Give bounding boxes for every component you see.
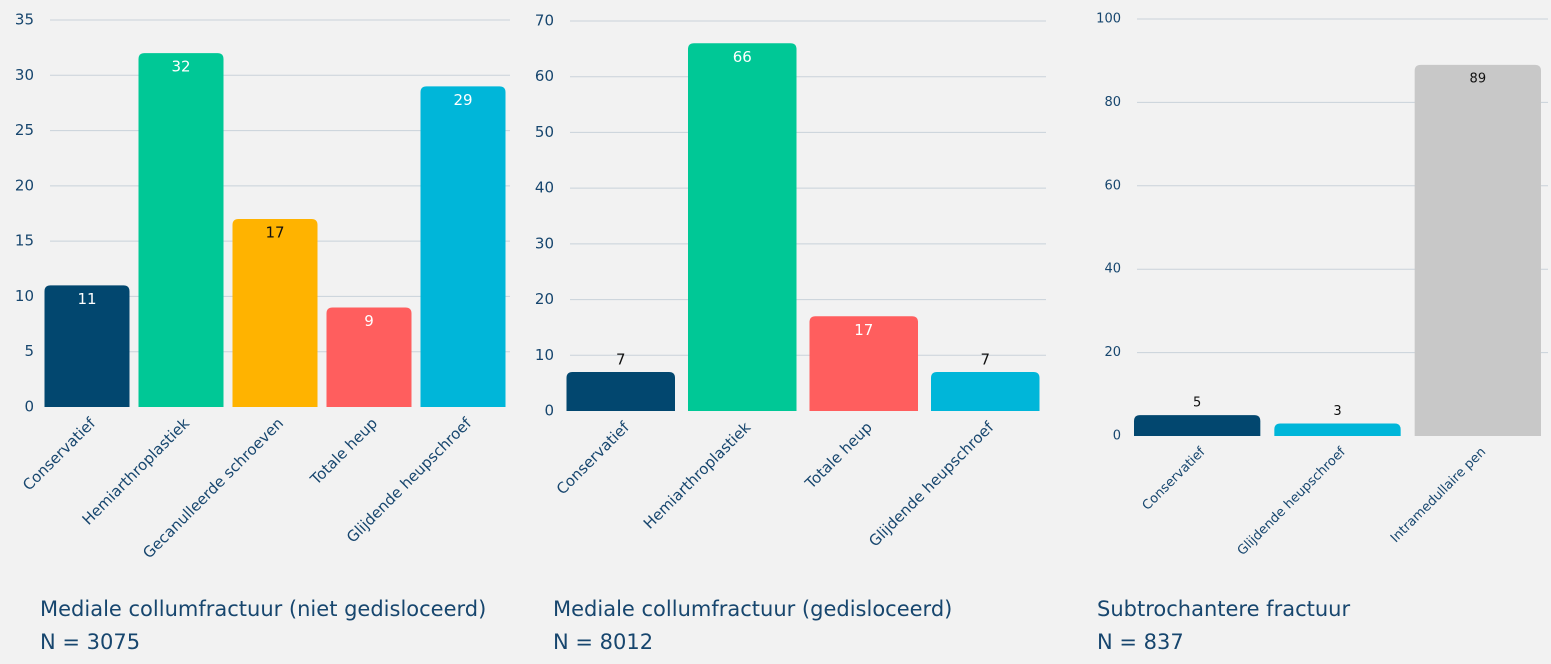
data-label: 5 <box>1193 396 1201 411</box>
data-label: 3 <box>1333 404 1341 419</box>
chart-title: Subtrochantere fractuur <box>1097 597 1350 621</box>
bar <box>1274 423 1401 436</box>
y-tick-label: 5 <box>24 342 34 360</box>
y-tick-label: 20 <box>535 290 554 308</box>
data-label: 9 <box>364 312 374 330</box>
x-tick-label: Conservatief <box>553 418 633 498</box>
data-label: 7 <box>980 351 990 369</box>
x-tick-label: Conservatief <box>19 414 99 494</box>
data-label: 89 <box>1470 71 1487 86</box>
x-tick-label: Glijdende heupschroef <box>1235 444 1349 558</box>
bar <box>809 316 918 411</box>
data-label: 29 <box>453 91 472 109</box>
y-tick-label: 40 <box>535 179 554 197</box>
data-label: 66 <box>733 48 752 66</box>
bar <box>566 372 675 411</box>
y-tick-label: 80 <box>1104 95 1121 110</box>
y-tick-label: 0 <box>544 402 554 420</box>
bar <box>1414 64 1541 437</box>
bar <box>420 86 506 407</box>
chart-subtitle: N = 837 <box>1097 630 1184 654</box>
y-tick-label: 30 <box>15 66 34 84</box>
data-label: 11 <box>77 290 96 308</box>
data-label: 17 <box>854 321 873 339</box>
y-tick-label: 100 <box>1096 12 1121 27</box>
bar <box>232 219 318 407</box>
chart-subtitle: N = 8012 <box>553 630 653 654</box>
y-tick-label: 35 <box>15 11 34 29</box>
data-label: 17 <box>265 224 284 242</box>
y-tick-label: 10 <box>15 287 34 305</box>
y-tick-label: 40 <box>1104 262 1121 277</box>
x-tick-label: Hemiarthroplastiek <box>640 418 755 533</box>
y-tick-label: 50 <box>535 123 554 141</box>
bar <box>931 372 1040 411</box>
data-label: 7 <box>616 351 626 369</box>
y-tick-label: 0 <box>1113 429 1121 444</box>
data-label: 32 <box>171 58 190 76</box>
y-tick-label: 0 <box>24 398 34 416</box>
y-tick-label: 25 <box>15 121 34 139</box>
y-tick-label: 15 <box>15 232 34 250</box>
y-tick-label: 60 <box>535 67 554 85</box>
y-tick-label: 20 <box>15 176 34 194</box>
chart-title: Mediale collumfractuur (niet gedisloceer… <box>40 597 486 621</box>
bar <box>326 307 412 407</box>
bar <box>44 285 130 407</box>
x-tick-label: Conservatief <box>1140 444 1209 513</box>
x-tick-label: Totale heup <box>306 414 381 489</box>
y-tick-label: 70 <box>535 12 554 30</box>
y-tick-label: 20 <box>1104 345 1121 360</box>
y-tick-label: 60 <box>1104 178 1121 193</box>
chart-title: Mediale collumfractuur (gedisloceerd) <box>553 597 952 621</box>
bar <box>688 43 797 412</box>
x-tick-label: Totale heup <box>801 418 876 493</box>
y-tick-label: 30 <box>535 234 554 252</box>
x-tick-label: Intramedullaire pen <box>1388 445 1489 546</box>
chart-subtitle: N = 3075 <box>40 630 140 654</box>
bar <box>1134 415 1261 436</box>
bar <box>138 53 224 408</box>
y-tick-label: 10 <box>535 346 554 364</box>
x-tick-label: Glijdende heupschroef <box>865 418 998 551</box>
